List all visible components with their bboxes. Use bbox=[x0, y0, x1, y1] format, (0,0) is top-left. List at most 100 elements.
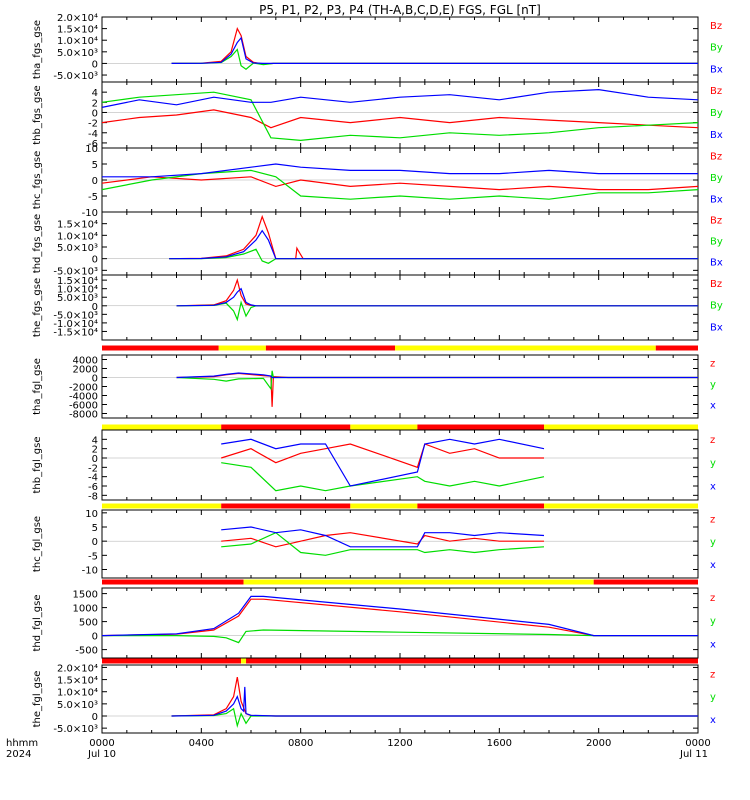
y-tick-label: 2 bbox=[92, 98, 98, 109]
legend-By: By bbox=[710, 43, 723, 54]
legend-y: y bbox=[710, 458, 716, 469]
y-axis-label: thd_fgs_gse bbox=[32, 214, 43, 273]
y-tick-label: 1.0×10⁴ bbox=[57, 285, 98, 296]
y-tick-label: -5.0×10³ bbox=[53, 266, 98, 277]
status-bar bbox=[102, 503, 698, 509]
panel-frame bbox=[101, 211, 699, 276]
series-line-Bx bbox=[169, 229, 698, 260]
legend-Bz: Bz bbox=[710, 21, 722, 32]
series-line-y bbox=[102, 629, 698, 644]
y-tick-label: -5 bbox=[88, 192, 98, 203]
y-tick-label: -2000 bbox=[69, 383, 98, 394]
legend-Bz: Bz bbox=[710, 86, 722, 97]
legend-y: y bbox=[710, 616, 716, 627]
y-tick-label: -10 bbox=[82, 566, 98, 577]
y-tick-label: 4 bbox=[92, 435, 98, 446]
y-tick-label: 0 bbox=[92, 302, 98, 313]
panel-frame bbox=[101, 354, 699, 419]
status-segment-red bbox=[246, 658, 699, 664]
y-tick-label: 2 bbox=[92, 445, 98, 456]
y-tick-label: 1500 bbox=[73, 590, 98, 601]
y-tick-label: 2.0×10⁴ bbox=[57, 663, 98, 674]
status-segment-yellow bbox=[350, 424, 418, 430]
status-segment-yellow bbox=[544, 503, 698, 509]
y-tick-label: 0 bbox=[92, 632, 98, 643]
y-tick-label: -4000 bbox=[69, 392, 98, 403]
y-tick-label: -6000 bbox=[69, 401, 98, 412]
status-segment-red bbox=[417, 424, 545, 430]
status-bar bbox=[102, 424, 698, 430]
legend-z: z bbox=[710, 593, 715, 604]
time-tick-label: 1600 bbox=[487, 738, 512, 749]
status-segment-yellow bbox=[102, 503, 222, 509]
legend-Bx: Bx bbox=[710, 258, 723, 269]
y-tick-label: 0 bbox=[92, 712, 98, 723]
legend-Bz: Bz bbox=[710, 279, 722, 290]
series-line-x bbox=[171, 686, 698, 717]
series-line-z bbox=[171, 676, 698, 717]
status-bar bbox=[102, 345, 698, 351]
chart-title: P5, P1, P2, P3, P4 (TH-A,B,C,D,E) FGS, F… bbox=[259, 3, 541, 17]
time-tick-label: 0000 bbox=[89, 738, 114, 749]
series-line-Bz bbox=[101, 109, 699, 129]
series-line-y bbox=[221, 462, 545, 492]
panel-thd_fgl_gse: 1500 1000 500 0 -500 thd_fgl_gse z y x bbox=[32, 587, 716, 659]
y-tick-label: 0 bbox=[92, 537, 98, 548]
y-tick-label: 1.5×10⁴ bbox=[57, 276, 98, 287]
status-segment-yellow bbox=[350, 503, 418, 509]
y-tick-label: -2 bbox=[88, 463, 98, 474]
legend-z: z bbox=[710, 435, 715, 446]
panel-frame bbox=[101, 16, 699, 83]
status-segment-yellow bbox=[241, 658, 247, 664]
status-segment-red bbox=[417, 503, 545, 509]
series-line-z bbox=[221, 443, 544, 469]
y-tick-label: 1.5×10⁴ bbox=[57, 676, 98, 687]
status-segment-red bbox=[221, 503, 351, 509]
series-line-Bz bbox=[171, 26, 698, 65]
legend-z: z bbox=[710, 359, 715, 370]
panel-thb_fgs_gse: 420-2-4-6 thb_fgs_gse Bz By Bx bbox=[32, 81, 723, 150]
status-segment-yellow bbox=[395, 345, 656, 351]
series-line-z bbox=[221, 532, 544, 548]
legend-Bz: Bz bbox=[710, 152, 722, 163]
legend-x: x bbox=[710, 401, 716, 412]
panel-the_fgs_gse: 1.5×10⁴1.0×10⁴5.0×10³0-5.0×10³-1.0×10⁴-1… bbox=[32, 274, 723, 341]
y-tick-label: 4000 bbox=[73, 356, 98, 367]
y-tick-label: 1.0×10⁴ bbox=[57, 688, 98, 699]
status-segment-red bbox=[102, 579, 244, 585]
y-axis-label: the_fgs_gse bbox=[32, 278, 43, 337]
y-tick-label: -6 bbox=[88, 139, 98, 150]
y-tick-label: 1.5×10⁴ bbox=[57, 220, 98, 231]
y-tick-label: 10 bbox=[85, 144, 98, 155]
y-tick-label: -4 bbox=[88, 129, 98, 140]
panel-frame bbox=[101, 429, 699, 501]
y-tick-label: -8 bbox=[88, 491, 98, 502]
panel-thb_fgl_gse: 420-2-4-6-8 thb_fgl_gse z y x bbox=[32, 429, 716, 502]
y-tick-label: -6 bbox=[88, 482, 98, 493]
legend-x: x bbox=[710, 482, 716, 493]
time-tick-label: 2000 bbox=[586, 738, 611, 749]
legend-Bz: Bz bbox=[710, 216, 722, 227]
time-tick-label: 1200 bbox=[387, 738, 412, 749]
y-tick-label: 1.5×10⁴ bbox=[57, 25, 98, 36]
y-axis-label: thb_fgs_gse bbox=[32, 85, 43, 144]
legend-x: x bbox=[710, 560, 716, 571]
panel-frame bbox=[101, 587, 699, 659]
legend-By: By bbox=[710, 173, 723, 184]
series-line-x bbox=[176, 372, 698, 379]
y-axis-label: the_fgl_gse bbox=[32, 671, 43, 728]
series-line-Bz bbox=[101, 176, 699, 191]
time-axis: hhmm 2024 Jul 10 Jul 11 0000 0400 0800 1200… bbox=[6, 738, 711, 760]
start-date-label: Jul 10 bbox=[87, 749, 116, 760]
year-label: 2024 bbox=[6, 749, 31, 760]
series-line-By bbox=[169, 248, 698, 264]
series-line-Bx bbox=[176, 287, 698, 307]
status-segment-yellow bbox=[243, 579, 594, 585]
status-segment-red bbox=[593, 579, 698, 585]
legend-y: y bbox=[710, 537, 716, 548]
legend-z: z bbox=[710, 514, 715, 525]
